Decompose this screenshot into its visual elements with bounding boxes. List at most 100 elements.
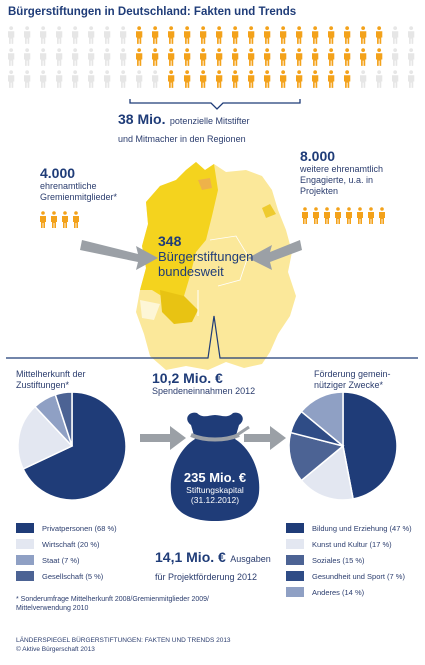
person-icon	[280, 48, 287, 66]
person-icon	[104, 26, 111, 44]
legend-item: Soziales (15 %)	[286, 555, 365, 565]
person-icon	[88, 26, 95, 44]
person-icon	[56, 26, 63, 44]
person-icon	[88, 70, 95, 88]
pie-slice-soziales	[288, 431, 345, 482]
potential-text-1: potenzielle Mitstifter	[169, 116, 250, 126]
person-icon	[136, 26, 143, 44]
person-icon	[88, 48, 95, 66]
person-icon	[408, 26, 415, 44]
spending-value: 14,1 Mio. €	[155, 549, 226, 565]
person-icon	[408, 70, 415, 88]
page-title: Bürgerstiftungen in Deutschland: Fakten …	[8, 6, 297, 18]
pie-slice-privatpersonen	[22, 391, 127, 501]
person-icon	[280, 26, 287, 44]
arrow-right-icon	[244, 426, 286, 450]
person-icon	[346, 207, 352, 224]
volunteers-text-1: weitere ehrenamtlich	[300, 164, 384, 174]
legend-label: Gesundheit und Sport (7 %)	[312, 571, 405, 581]
capital-text-2: (31.12.2012)	[190, 495, 240, 505]
source-line-1: LÄNDERSPIEGEL BÜRGERSTIFTUNGEN: FAKTEN U…	[16, 637, 231, 644]
board-stat: 4.000 ehrenamtliche Gremienmitglieder*	[40, 165, 117, 203]
footnote-line-1: * Sonderumfrage Mittelherkunft 2008/Grem…	[16, 596, 209, 603]
person-icon	[324, 207, 330, 224]
person-icon	[24, 70, 31, 88]
capital-stat: 235 Mio. € Stiftungskapital (31.12.2012)	[160, 470, 270, 505]
person-icon	[296, 26, 303, 44]
person-icon	[248, 26, 255, 44]
crowd-person-icons	[8, 26, 415, 88]
capital-text-1: Stiftungskapital	[186, 485, 244, 495]
right-chart-title-1: Förderung gemein-	[314, 369, 391, 379]
person-icon	[200, 70, 207, 88]
legend-swatch	[16, 571, 34, 581]
legend-swatch	[16, 523, 34, 533]
person-icon	[296, 48, 303, 66]
person-icon	[328, 48, 335, 66]
person-icon	[104, 70, 111, 88]
person-icon	[344, 70, 351, 88]
right-chart-title: Förderung gemein- nütziger Zwecke*	[314, 369, 391, 391]
legend-swatch	[16, 539, 34, 549]
board-text-1: ehrenamtliche	[40, 181, 97, 191]
left-chart-title-2: Zustiftungen*	[16, 380, 70, 390]
person-icon	[264, 26, 271, 44]
person-icon	[136, 70, 143, 88]
person-icon	[56, 48, 63, 66]
person-icon	[376, 48, 383, 66]
person-icon	[200, 26, 207, 44]
pie-slice-bildung-und-erziehung	[342, 391, 398, 500]
person-icon	[184, 48, 191, 66]
arrow-left-icon	[248, 240, 302, 270]
person-icon	[376, 70, 383, 88]
person-icon	[24, 26, 31, 44]
legend-swatch	[286, 539, 304, 549]
legend-item: Gesellschaft (5 %)	[16, 571, 103, 581]
pie-chart-mittelherkunft	[17, 391, 127, 501]
person-icon	[8, 26, 15, 44]
person-icon	[264, 70, 271, 88]
legend-item: Kunst und Kultur (17 %)	[286, 539, 392, 549]
pie-slice-anderes	[300, 391, 344, 448]
legend-item: Staat (7 %)	[16, 555, 80, 565]
money-bag-icon	[170, 412, 260, 521]
person-icon	[302, 207, 308, 224]
legend-label: Gesellschaft (5 %)	[42, 571, 104, 581]
legend-item: Privatpersonen (68 %)	[16, 523, 117, 533]
person-icon	[360, 48, 367, 66]
person-icon	[8, 70, 15, 88]
person-icon	[408, 48, 415, 66]
person-icon	[56, 70, 63, 88]
legend-label: Kunst und Kultur (17 %)	[312, 539, 392, 549]
person-icon	[40, 211, 46, 228]
person-icon	[51, 211, 57, 228]
count-text-1: Bürgerstiftungen	[158, 249, 254, 264]
person-icon	[368, 207, 374, 224]
person-icon	[344, 48, 351, 66]
person-icon	[40, 48, 47, 66]
footnote: * Sonderumfrage Mittelherkunft 2008/Grem…	[16, 595, 209, 613]
volunteer-person-icons	[302, 207, 385, 224]
person-icon	[312, 70, 319, 88]
person-icon	[392, 48, 399, 66]
source: LÄNDERSPIEGEL BÜRGERSTIFTUNGEN: FAKTEN U…	[16, 636, 231, 654]
person-icon	[392, 26, 399, 44]
person-icon	[136, 48, 143, 66]
footnote-line-2: Mittelverwendung 2010	[16, 605, 89, 612]
spending-text-1: Ausgaben	[230, 554, 271, 564]
legend-item: Gesundheit und Sport (7 %)	[286, 571, 405, 581]
left-chart-title-1: Mittelherkunft der	[16, 369, 86, 379]
person-icon	[312, 26, 319, 44]
count-text-2: bundesweit	[158, 264, 224, 279]
left-chart-title: Mittelherkunft der Zustiftungen*	[16, 369, 86, 391]
person-icon	[184, 26, 191, 44]
pie-slice-kunst-und-kultur	[300, 444, 354, 501]
person-icon	[248, 70, 255, 88]
person-icon	[328, 26, 335, 44]
person-icon	[40, 70, 47, 88]
board-person-icons	[40, 211, 79, 228]
board-value: 4.000	[40, 165, 76, 181]
spending-text-2: für Projektförderung 2012	[155, 572, 258, 582]
right-chart-title-2: nütziger Zwecke*	[314, 380, 384, 390]
donations-stat: 10,2 Mio. € Spendeneinnahmen 2012	[152, 370, 255, 397]
